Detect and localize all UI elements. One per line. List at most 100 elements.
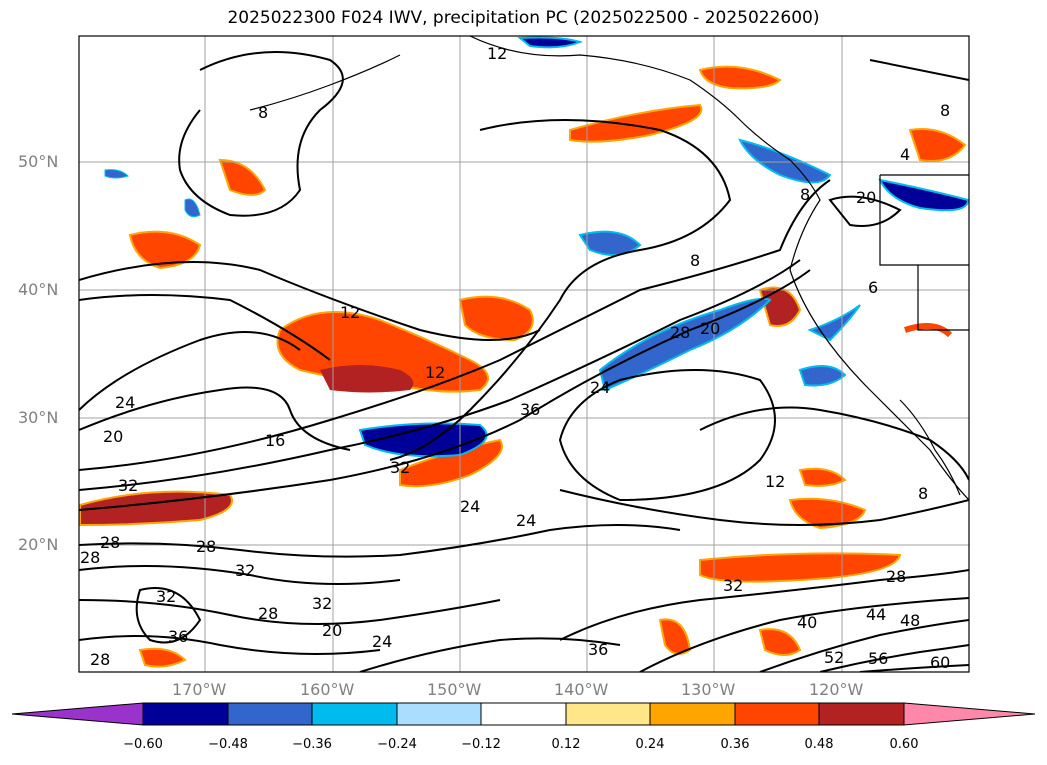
lon-label-120w: 120°W bbox=[809, 680, 864, 699]
precip-area bbox=[128, 230, 202, 270]
colorbar-swatch bbox=[311, 702, 398, 726]
precip-area bbox=[699, 552, 902, 583]
coastlines bbox=[249, 36, 969, 501]
lat-label-30n: 30°N bbox=[18, 408, 59, 427]
north-america-border bbox=[879, 174, 969, 331]
contour-line bbox=[819, 644, 969, 672]
contour-line bbox=[79, 635, 381, 655]
colorbar-tick: 0.48 bbox=[804, 737, 834, 752]
colorbar-extend-high bbox=[903, 702, 1036, 726]
contour-label: 24 bbox=[460, 497, 480, 516]
contour-line bbox=[699, 406, 969, 481]
precip-area bbox=[807, 304, 861, 342]
precip-area bbox=[904, 323, 953, 338]
contour-line bbox=[79, 179, 831, 471]
precip-area bbox=[738, 138, 832, 184]
contour-label: 24 bbox=[115, 393, 135, 412]
contour-line bbox=[79, 524, 681, 558]
contour-label: 12 bbox=[425, 363, 445, 382]
contour-label: 20 bbox=[700, 319, 720, 338]
colorbar-swatch bbox=[649, 702, 736, 726]
lat-label-40n: 40°N bbox=[18, 280, 59, 299]
contour-label: 28 bbox=[258, 604, 278, 623]
precip-area bbox=[184, 198, 201, 218]
precip-area bbox=[138, 647, 187, 668]
precip-area bbox=[458, 295, 534, 342]
colorbar-swatch bbox=[227, 702, 313, 726]
contour-label: 20 bbox=[322, 621, 342, 640]
colorbar-tick: −0.24 bbox=[377, 737, 417, 752]
contour-label: 20 bbox=[103, 427, 123, 446]
lon-label-170w: 170°W bbox=[172, 680, 227, 699]
map-border bbox=[78, 35, 970, 673]
precip-area bbox=[698, 65, 782, 90]
contour-line bbox=[178, 51, 344, 217]
contour-label: 28 bbox=[90, 650, 110, 669]
precip-area bbox=[908, 128, 967, 162]
contour-line bbox=[389, 119, 732, 461]
contour-label: 32 bbox=[235, 561, 255, 580]
precip-positive-areas bbox=[79, 65, 967, 668]
contour-label: 8 bbox=[690, 251, 700, 270]
contour-line bbox=[639, 597, 969, 672]
precip-area bbox=[320, 365, 414, 393]
contour-label: 40 bbox=[797, 613, 817, 632]
lon-label-160w: 160°W bbox=[300, 680, 355, 699]
contour-label: 48 bbox=[900, 611, 920, 630]
precip-area bbox=[104, 169, 129, 179]
contour-line bbox=[828, 195, 902, 227]
contour-line bbox=[135, 587, 202, 644]
contour-label: 12 bbox=[487, 44, 507, 63]
contour-line bbox=[759, 619, 969, 672]
colorbar-swatch bbox=[734, 702, 820, 726]
contour-label: 36 bbox=[168, 627, 188, 646]
contour-label: 52 bbox=[824, 648, 844, 667]
contour-label: 16 bbox=[265, 431, 285, 450]
contour-label: 28 bbox=[670, 323, 690, 342]
contour-label: 6 bbox=[868, 278, 878, 297]
precip-area bbox=[578, 230, 642, 256]
lat-label-20n: 20°N bbox=[18, 535, 59, 554]
lon-label-140w: 140°W bbox=[554, 680, 609, 699]
precip-area bbox=[758, 286, 802, 327]
contour-label: 28 bbox=[886, 567, 906, 586]
contour-label: 32 bbox=[156, 587, 176, 606]
contour-label: 24 bbox=[372, 632, 392, 651]
colorbar-tick: −0.36 bbox=[292, 737, 332, 752]
contour-label: 8 bbox=[800, 185, 810, 204]
graticule bbox=[79, 36, 969, 672]
contour-label: 44 bbox=[866, 605, 886, 624]
contour-line bbox=[859, 664, 969, 672]
contour-line bbox=[359, 637, 621, 672]
contour-label: 4 bbox=[900, 145, 910, 164]
contour-labels: 12 8 8 4 20 8 12 20 28 24 20 12 16 36 24… bbox=[80, 44, 950, 672]
contour-label: 8 bbox=[258, 103, 268, 122]
contour-label: 12 bbox=[340, 303, 360, 322]
contour-line bbox=[79, 331, 301, 411]
contour-line bbox=[559, 569, 969, 641]
contour-label: 28 bbox=[196, 537, 216, 556]
precip-area bbox=[798, 467, 847, 487]
precip-area bbox=[598, 297, 772, 392]
contour-label: 32 bbox=[312, 594, 332, 613]
contour-label: 8 bbox=[918, 484, 928, 503]
colorbar-tick: −0.60 bbox=[123, 737, 163, 752]
contour-line bbox=[79, 261, 541, 341]
map-title: 2025022300 F024 IWV, precipitation PC (2… bbox=[227, 8, 820, 28]
precip-negative-areas bbox=[104, 36, 969, 458]
contour-label: 32 bbox=[118, 476, 138, 495]
lon-label-130w: 130°W bbox=[681, 680, 736, 699]
contour-label: 28 bbox=[100, 533, 120, 552]
precip-area bbox=[517, 36, 584, 49]
colorbar-tick: 0.24 bbox=[635, 737, 665, 752]
contour-line bbox=[79, 294, 331, 361]
precip-area bbox=[569, 103, 703, 143]
contour-line bbox=[79, 386, 351, 451]
colorbar-tick: 0.36 bbox=[720, 737, 750, 752]
contour-label: 28 bbox=[80, 548, 100, 567]
contour-line bbox=[79, 565, 401, 585]
contour-line bbox=[79, 259, 801, 491]
colorbar-swatch bbox=[565, 702, 651, 726]
colorbar-swatch bbox=[142, 702, 229, 726]
